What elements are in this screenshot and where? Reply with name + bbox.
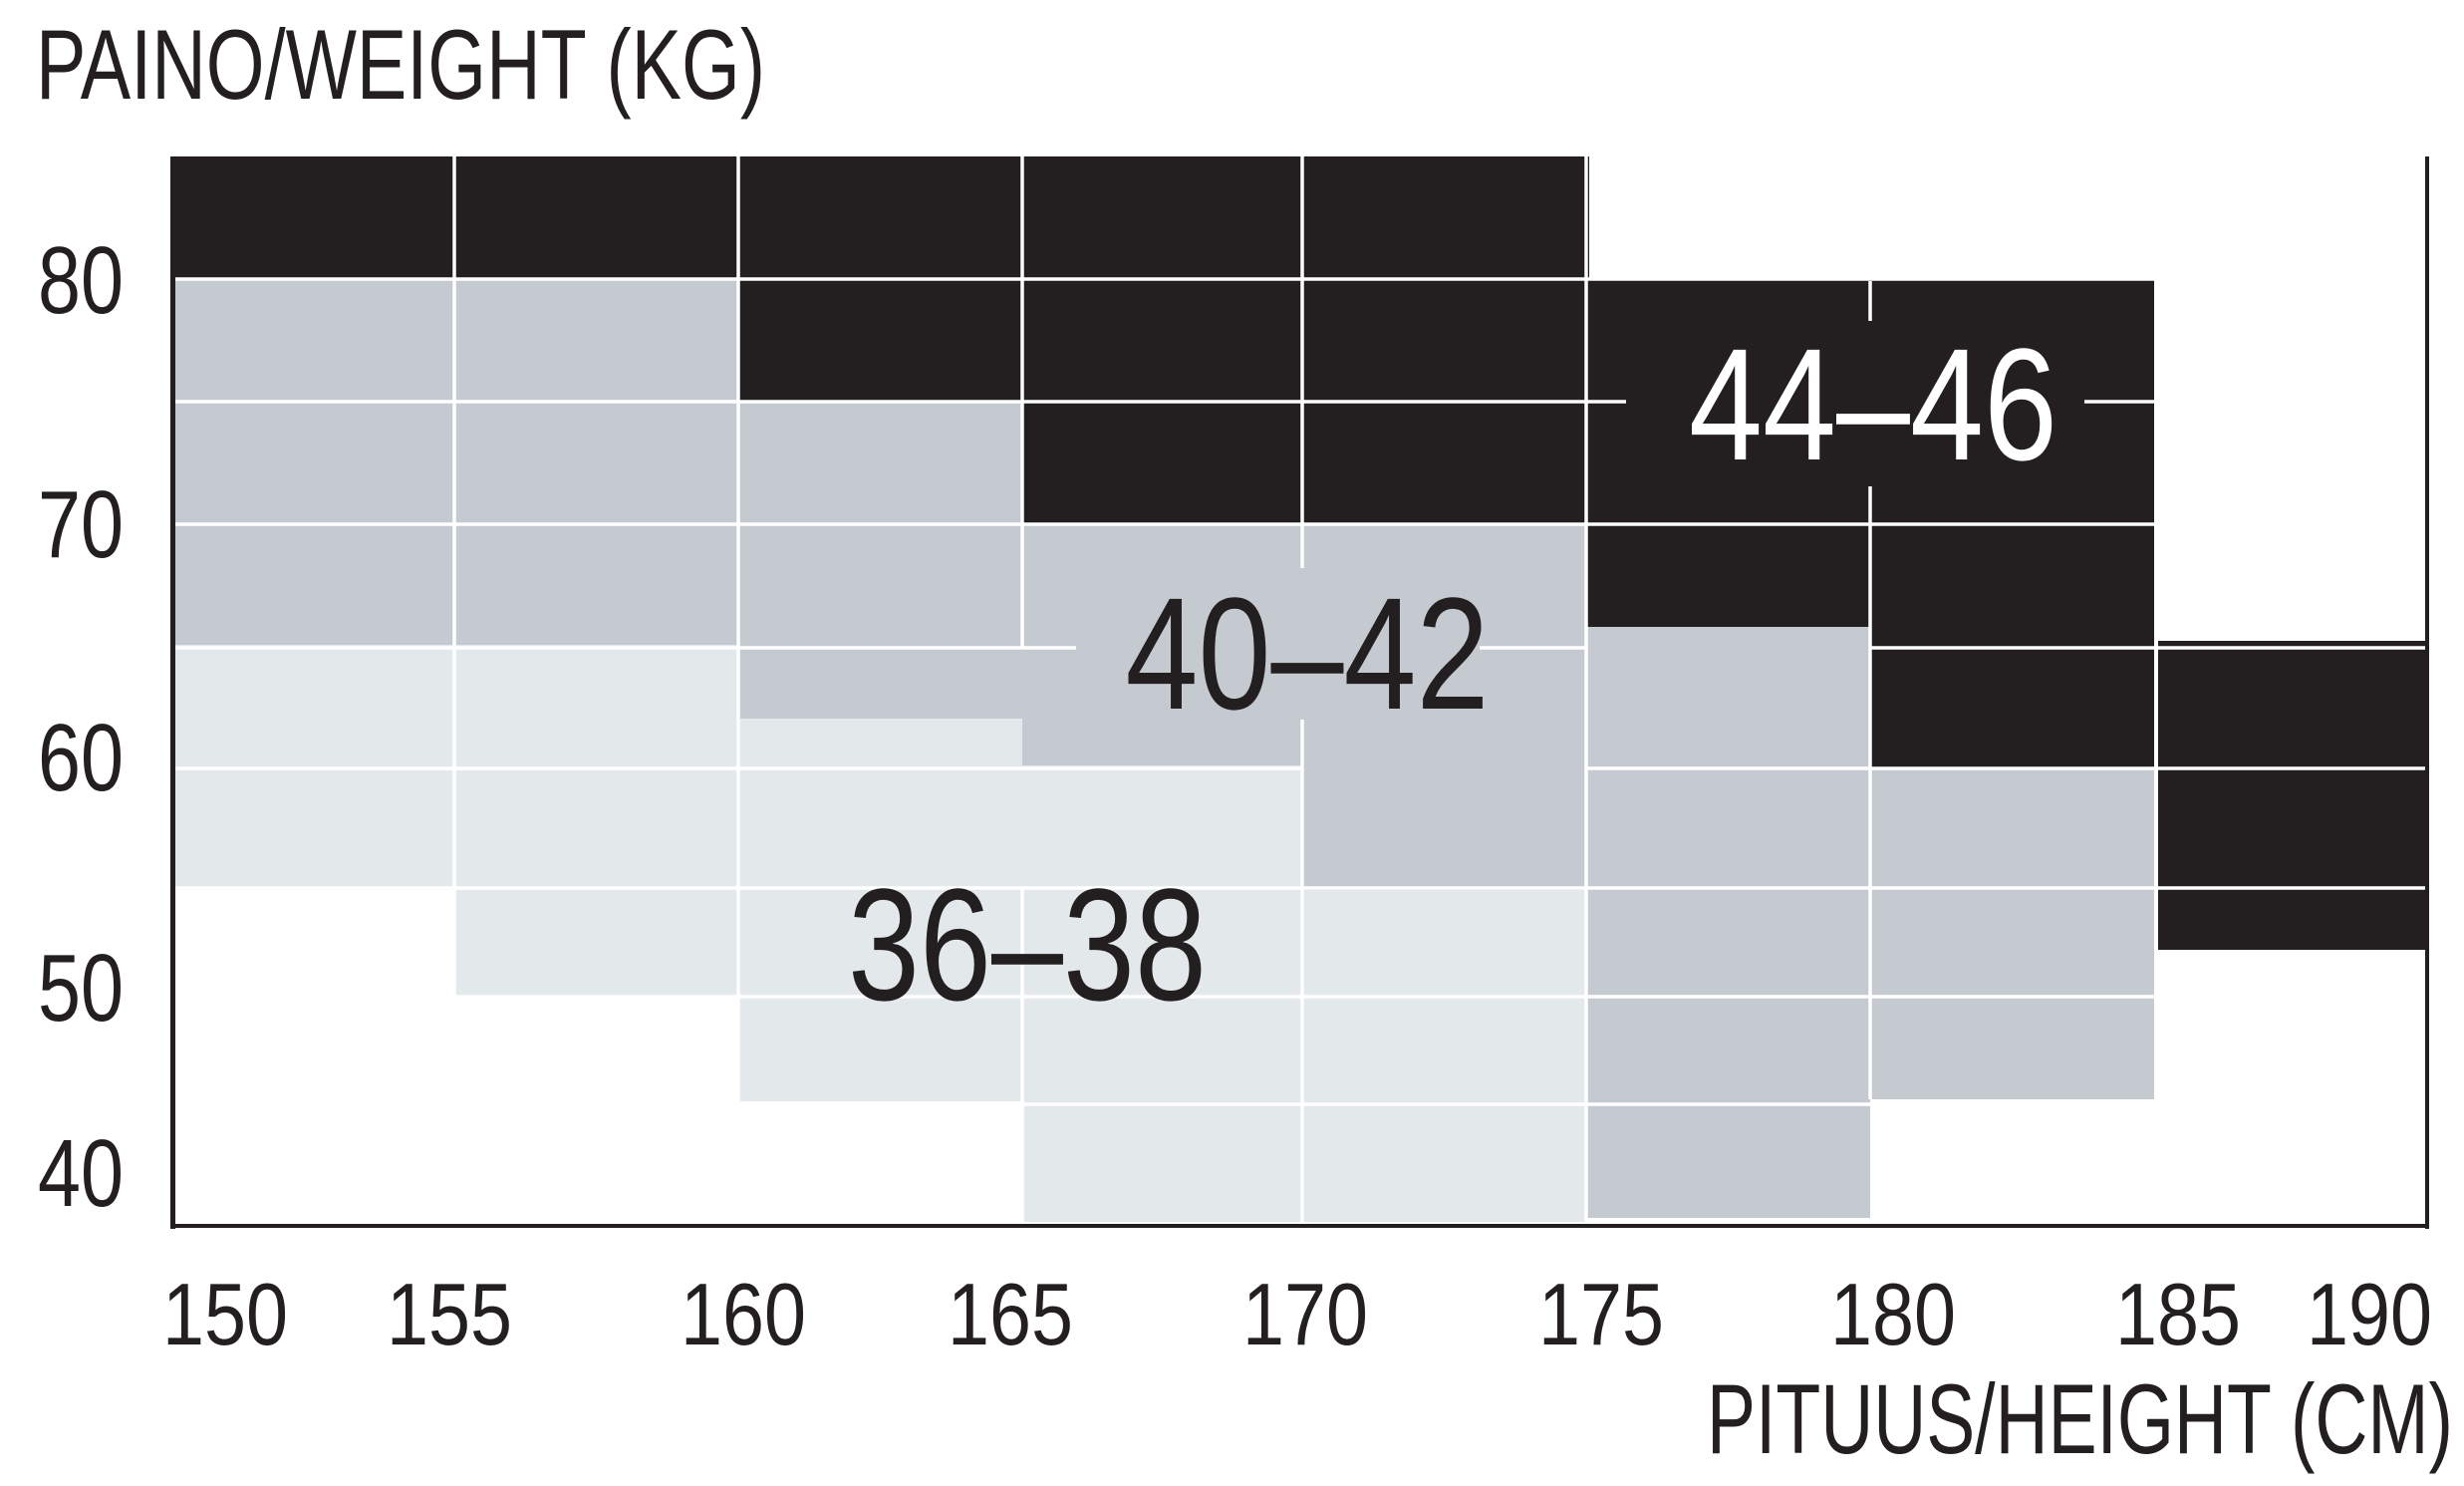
svg-text:190: 190 [2307,1265,2432,1363]
svg-text:165: 165 [948,1265,1073,1363]
svg-text:60: 60 [38,705,124,811]
svg-text:175: 175 [1538,1265,1664,1363]
svg-text:185: 185 [2115,1265,2241,1363]
svg-text:44–46: 44–46 [1689,315,2057,493]
svg-text:150: 150 [162,1265,288,1363]
svg-text:80: 80 [38,227,124,334]
svg-text:40: 40 [38,1120,124,1227]
svg-text:170: 170 [1242,1265,1368,1363]
svg-text:PITUUS/HEIGHT (CM): PITUUS/HEIGHT (CM) [1707,1363,2453,1474]
svg-text:36–38: 36–38 [848,855,1207,1034]
svg-text:180: 180 [1830,1265,1956,1363]
svg-text:50: 50 [38,935,124,1041]
svg-text:155: 155 [387,1265,512,1363]
svg-text:160: 160 [681,1265,806,1363]
svg-text:40–42: 40–42 [1126,564,1490,743]
svg-text:PAINO/WEIGHT (KG): PAINO/WEIGHT (KG) [36,9,765,120]
svg-text:70: 70 [38,471,124,578]
